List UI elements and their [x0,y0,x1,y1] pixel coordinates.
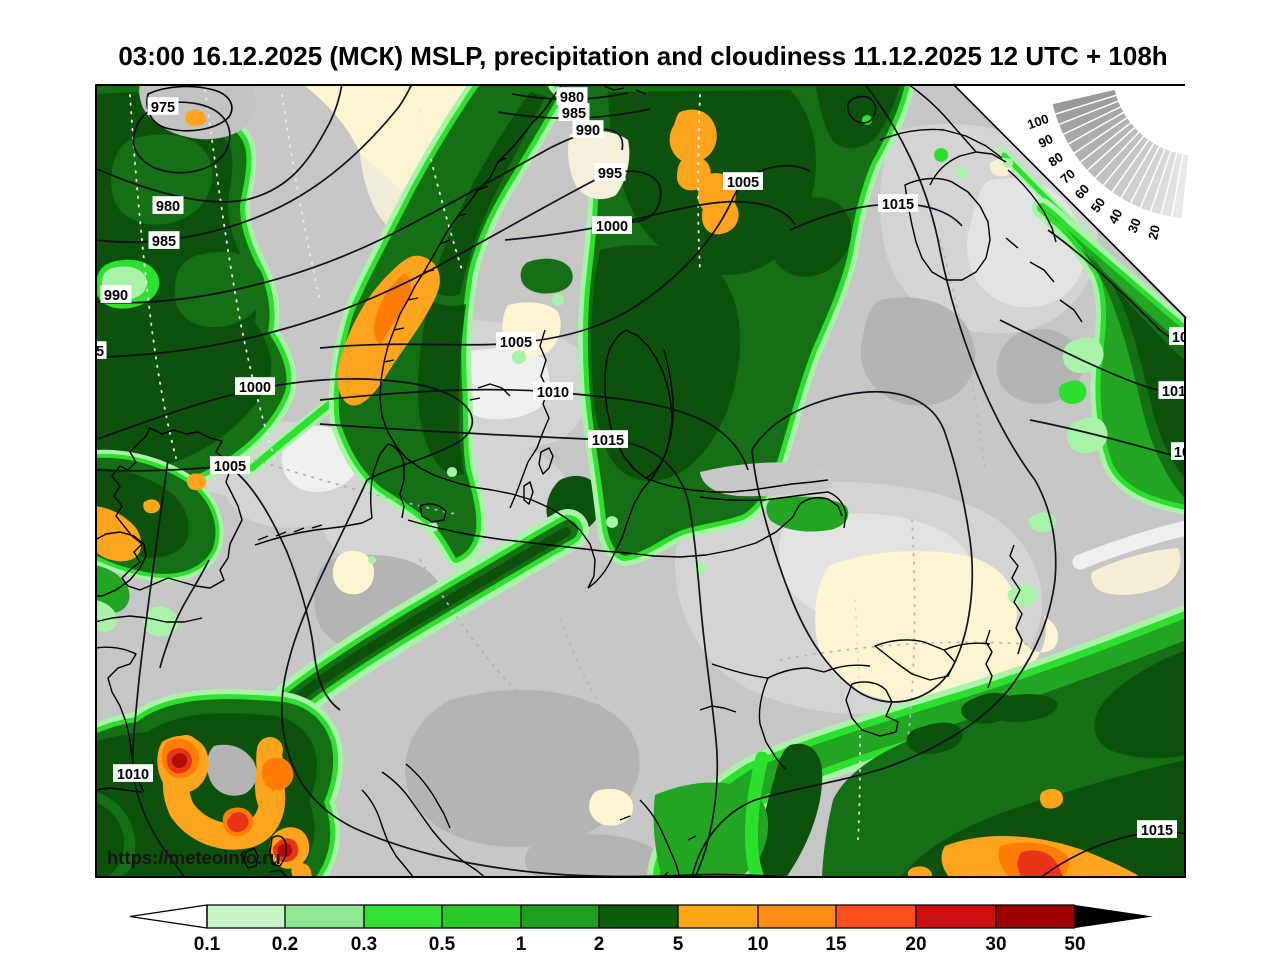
svg-text:1005: 1005 [214,459,246,475]
svg-text:1005: 1005 [500,335,532,351]
svg-text:20: 20 [1145,223,1163,241]
svg-text:975: 975 [151,100,175,116]
svg-text:100: 100 [1025,111,1050,132]
svg-text:990: 990 [104,288,128,304]
svg-text:0.2: 0.2 [272,934,298,955]
svg-text:1000: 1000 [239,380,271,396]
svg-text:20: 20 [905,934,926,955]
svg-text:101: 101 [1162,384,1186,400]
svg-text:2: 2 [594,934,605,955]
svg-text:5: 5 [96,344,104,360]
svg-text:0.5: 0.5 [429,934,456,955]
svg-text:1010: 1010 [537,385,569,401]
svg-text:980: 980 [560,90,584,106]
svg-text:50: 50 [1064,934,1085,955]
svg-text:1000: 1000 [596,219,628,235]
svg-text:50: 50 [1088,195,1109,215]
svg-text:30: 30 [985,934,1006,955]
svg-text:990: 990 [576,123,600,139]
svg-text:10: 10 [747,934,768,955]
svg-text:0.3: 0.3 [351,934,377,955]
svg-text:985: 985 [152,234,176,250]
svg-text:5: 5 [673,934,684,955]
svg-text:0.1: 0.1 [194,934,221,955]
svg-text:30: 30 [1125,216,1144,235]
svg-text:1010: 1010 [117,767,149,783]
svg-text:10: 10 [1174,445,1190,461]
svg-text:1015: 1015 [592,433,624,449]
svg-text:https://meteoinfo.ru: https://meteoinfo.ru [107,847,281,868]
svg-text:980: 980 [156,199,180,215]
svg-text:995: 995 [598,166,622,182]
svg-text:80: 80 [1045,149,1065,170]
svg-text:1015: 1015 [1141,823,1173,839]
svg-text:15: 15 [825,934,847,955]
svg-text:1005: 1005 [727,175,759,191]
svg-text:03:00 16.12.2025 (МСК) MSLP, p: 03:00 16.12.2025 (МСК) MSLP, precipitati… [118,41,1167,71]
svg-text:40: 40 [1105,206,1125,226]
svg-text:985: 985 [562,106,586,122]
svg-text:90: 90 [1036,131,1056,151]
svg-text:1: 1 [516,934,527,955]
svg-text:1015: 1015 [882,197,914,213]
svg-text:10: 10 [1172,330,1188,346]
